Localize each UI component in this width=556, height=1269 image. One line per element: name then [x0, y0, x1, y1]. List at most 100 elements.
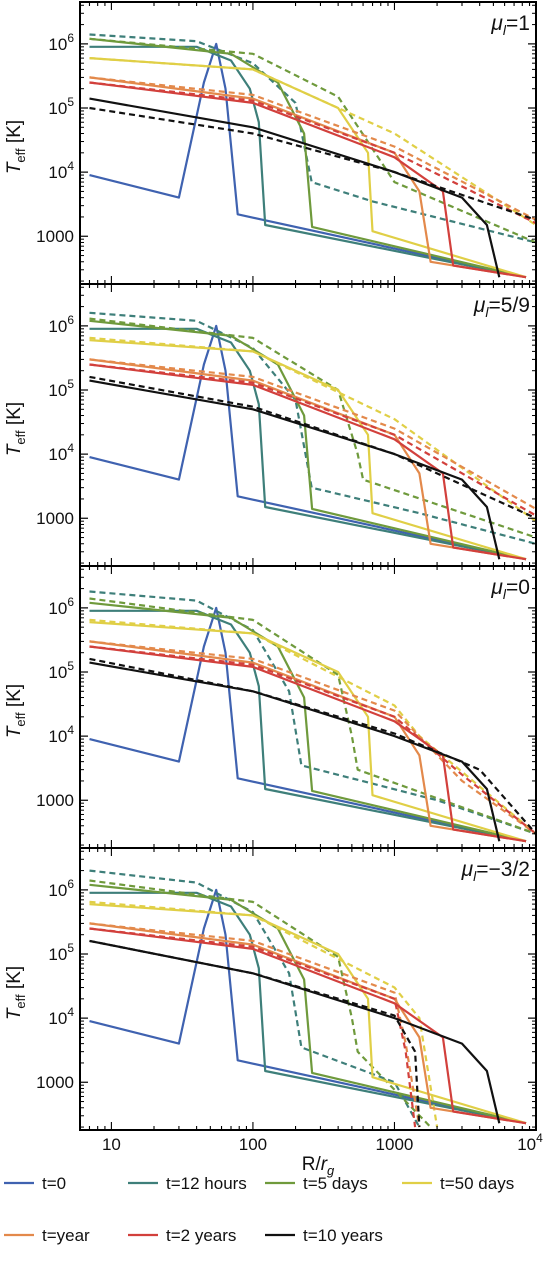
series-line-t-2-years-solid	[89, 363, 527, 561]
y-axis-label: Teff [K]	[4, 402, 28, 456]
legend-item: t=2 years	[128, 1226, 236, 1245]
series-line-t-5-days-dashed	[89, 597, 536, 835]
series-line-t-0-solid	[89, 324, 527, 561]
y-axis-label: Teff [K]	[4, 684, 28, 738]
series-group	[89, 311, 536, 561]
panel: 1000 104 105 106 Teff [K] μl=−3/2	[4, 847, 537, 1131]
y-tick-label: 104	[48, 1005, 74, 1028]
panel-label: μl=5/9	[473, 294, 530, 320]
series-line-t-5-days-solid	[89, 319, 527, 561]
series-line-t-year-solid	[89, 640, 527, 843]
y-axis-label: Teff [K]	[4, 966, 28, 1020]
y-tick-label: 104	[48, 441, 74, 464]
series-line-t-2-years-solid	[89, 81, 527, 279]
x-tick-label: 10	[102, 1135, 121, 1154]
legend-item: t=5 days	[265, 1174, 368, 1193]
series-line-t-10-years-solid	[89, 939, 501, 1124]
y-tick-label: 1000	[36, 1073, 74, 1092]
series-line-t-year-solid	[89, 358, 527, 561]
y-tick-label: 106	[48, 595, 74, 618]
y-tick-label: 105	[48, 95, 74, 118]
series-line-t-10-years-dashed	[89, 657, 536, 835]
series-line-t-50-days-dashed	[89, 336, 536, 523]
x-tick-label: 1000	[376, 1135, 414, 1154]
series-line-t-year-dashed	[89, 922, 421, 1128]
legend-item: t=10 years	[265, 1226, 383, 1245]
series-line-t-2-years-solid	[89, 645, 527, 843]
x-axis-label-main: R/	[302, 1154, 322, 1175]
y-tick-label: 1000	[36, 227, 74, 246]
series-group	[89, 869, 527, 1128]
series-line-t-5-days-dashed	[89, 879, 432, 1128]
legend-item: t=50 days	[402, 1174, 514, 1193]
series-line-t-2-years-dashed	[89, 363, 536, 517]
legend-item: t=year	[4, 1226, 90, 1245]
y-tick-label: 1000	[36, 509, 74, 528]
series-line-t-50-days-dashed	[89, 900, 439, 1128]
y-axis-label: Teff [K]	[4, 120, 28, 174]
series-line-t-50-days-dashed	[89, 57, 536, 226]
series-line-t-10-years-dashed	[89, 375, 536, 520]
legend-label: t=year	[42, 1226, 90, 1245]
legend-label: t=5 days	[303, 1174, 368, 1193]
series-line-t-10-years-solid	[89, 379, 501, 560]
series-line-t-10-years-dashed	[89, 106, 536, 221]
series-line-t-12-hours-solid	[89, 609, 527, 843]
series-line-t-year-dashed	[89, 358, 536, 510]
x-axis-label-subscript: g	[327, 1163, 335, 1178]
panel: 1000 104 105 106 Teff [K] μl=5/9	[4, 283, 537, 567]
y-tick-label: 105	[48, 377, 74, 400]
legend-item: t=0	[4, 1174, 66, 1193]
panel-frame	[79, 847, 537, 1131]
series-line-t-year-solid	[89, 76, 527, 279]
series-line-t-year-dashed	[89, 640, 536, 835]
series-line-t-12-hours-dashed	[89, 33, 536, 244]
series-line-t-10-years-dashed	[89, 939, 421, 1128]
series-line-t-12-hours-solid	[89, 891, 527, 1125]
series-line-t-2-years-dashed	[89, 645, 536, 835]
legend-label: t=50 days	[440, 1174, 514, 1193]
legend-item: t=12 hours	[128, 1174, 247, 1193]
x-tick-exp: 4	[536, 1131, 543, 1145]
series-line-t-0-solid	[89, 888, 527, 1125]
panel: 1000 104 105 106 Teff [K] μl=0	[4, 565, 537, 849]
y-tick-label: 105	[48, 659, 74, 682]
panel-label: μl=1	[490, 12, 530, 38]
legend-label: t=2 years	[166, 1226, 236, 1245]
series-line-t-12-hours-dashed	[89, 590, 536, 835]
legend-label: t=0	[42, 1174, 66, 1193]
x-axis: 10 100 1000 104 R/rg	[102, 1131, 543, 1178]
legend: t=0 t=12 hours t=5 days t=50 days t=year t=2 …	[4, 1174, 514, 1245]
panel-label: μl=−3/2	[461, 858, 530, 884]
series-line-t-2-years-dashed	[89, 81, 536, 225]
series-line-t-12-hours-dashed	[89, 869, 421, 1128]
y-tick-label: 106	[48, 31, 74, 54]
series-group	[89, 590, 536, 843]
x-axis-label: R/rg	[302, 1154, 335, 1178]
series-line-t-5-days-solid	[89, 883, 527, 1125]
series-line-t-2-years-dashed	[89, 927, 417, 1128]
series-line-t-5-days-solid	[89, 601, 527, 843]
y-tick-label: 104	[48, 723, 74, 746]
panels: 1000 104 105 106 Teff [K] μl=1 1000 104 105 106 Te…	[4, 1, 537, 1131]
x-tick-label: 100	[239, 1135, 267, 1154]
y-tick-label: 105	[48, 941, 74, 964]
series-line-t-2-years-solid	[89, 927, 527, 1125]
series-line-t-0-solid	[89, 606, 527, 843]
y-tick-label: 104	[48, 159, 74, 182]
y-tick-label: 1000	[36, 791, 74, 810]
x-axis-label-r: r	[321, 1154, 328, 1175]
y-tick-label: 106	[48, 313, 74, 336]
series-line-t-0-solid	[89, 42, 527, 279]
legend-label: t=10 years	[303, 1226, 383, 1245]
series-line-t-12-hours-solid	[89, 45, 527, 279]
series-line-t-year-solid	[89, 922, 527, 1125]
legend-label: t=12 hours	[166, 1174, 247, 1193]
series-line-t-year-dashed	[89, 76, 536, 221]
panel: 1000 104 105 106 Teff [K] μl=1	[4, 1, 537, 285]
series-group	[89, 33, 536, 279]
series-line-t-10-years-solid	[89, 97, 501, 278]
panel-label: μl=0	[490, 576, 530, 602]
series-line-t-5-days-dashed	[89, 37, 536, 244]
